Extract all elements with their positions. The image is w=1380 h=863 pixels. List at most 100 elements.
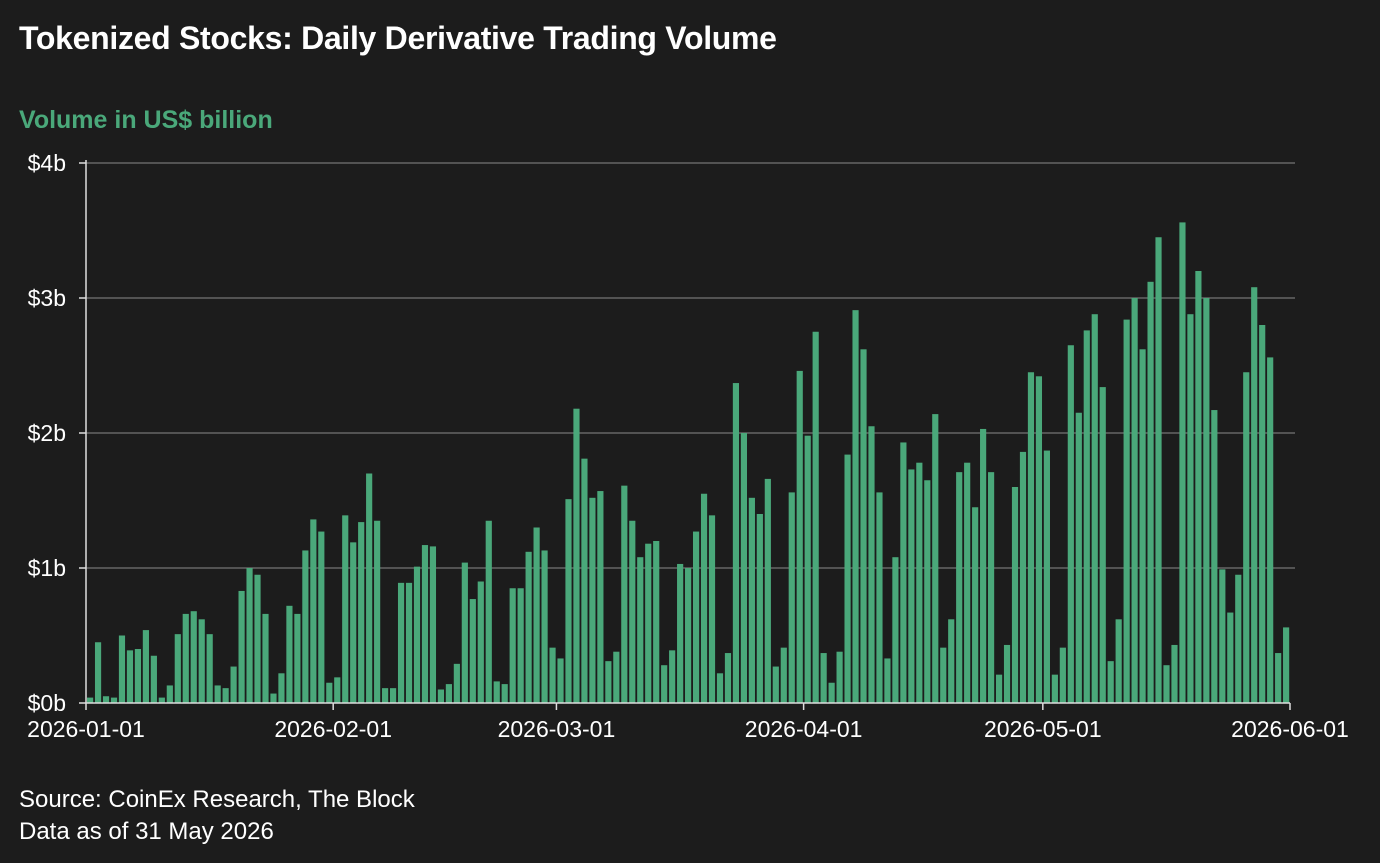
bar — [453, 663, 460, 703]
bar — [852, 310, 859, 703]
bar — [1283, 627, 1290, 703]
bar — [685, 568, 692, 703]
bar — [1003, 644, 1011, 703]
source-line: Source: CoinEx Research, The Block — [19, 786, 415, 813]
bar — [150, 655, 157, 703]
bar — [525, 551, 532, 703]
bar — [788, 492, 795, 703]
bar — [972, 507, 979, 703]
bar — [477, 581, 484, 703]
y-axis-label: Volume in US$ billion — [19, 106, 273, 134]
bar — [270, 693, 277, 703]
bar — [780, 647, 787, 703]
bar — [389, 688, 397, 703]
bar — [764, 478, 771, 703]
bar — [557, 658, 564, 703]
bar — [461, 562, 468, 703]
bar — [820, 653, 827, 703]
bar — [469, 599, 476, 703]
bar — [1275, 653, 1282, 703]
bar — [334, 677, 341, 703]
bar — [1067, 345, 1074, 703]
bar — [1227, 612, 1234, 703]
bar — [1043, 450, 1050, 703]
bar — [350, 542, 357, 703]
bar — [868, 426, 875, 703]
bar — [366, 473, 373, 703]
x-tick-label: 2026-03-01 — [498, 716, 616, 742]
bar — [238, 590, 245, 703]
bar — [405, 582, 413, 703]
bar — [804, 435, 811, 703]
x-tick-label: 2026-01-01 — [27, 716, 145, 742]
bar — [94, 642, 102, 703]
source-note: Source: CoinEx Research, The Block Data … — [19, 784, 415, 848]
bar — [342, 515, 349, 703]
bar — [1027, 372, 1035, 703]
bar — [166, 685, 173, 703]
bar — [653, 541, 660, 703]
bar — [1155, 237, 1162, 703]
bar — [142, 630, 149, 703]
bar — [812, 331, 819, 703]
bar — [326, 682, 333, 703]
bar — [988, 472, 995, 703]
bar — [445, 684, 452, 703]
bar — [796, 370, 803, 703]
y-tick-label: $3b — [28, 285, 66, 311]
bar — [1099, 387, 1106, 703]
bar — [828, 682, 835, 703]
bar — [1123, 319, 1130, 703]
bar — [374, 520, 381, 703]
bar — [222, 688, 229, 703]
bar — [501, 684, 508, 703]
bar — [1163, 665, 1170, 703]
bar — [669, 650, 676, 703]
bar — [948, 619, 955, 703]
bar — [573, 408, 580, 703]
data-date-line: Data as of 31 May 2026 — [19, 818, 274, 845]
bar — [278, 673, 285, 703]
bar — [964, 462, 971, 703]
bar — [1059, 647, 1066, 703]
x-tick-label: 2026-04-01 — [745, 716, 863, 742]
bar — [318, 531, 325, 703]
bar — [565, 499, 572, 703]
bar — [174, 634, 181, 703]
y-tick-label: $0b — [28, 690, 66, 716]
bar — [190, 611, 197, 703]
bar — [1147, 281, 1154, 703]
bar — [421, 545, 429, 703]
bar — [1219, 569, 1226, 703]
bar — [629, 520, 636, 703]
bar — [995, 674, 1003, 703]
bar — [397, 582, 405, 703]
bar — [1211, 410, 1218, 703]
bar — [700, 493, 708, 703]
bar — [1195, 271, 1202, 703]
bar — [493, 681, 500, 703]
x-tick-label: 2026-05-01 — [984, 716, 1102, 742]
bar — [254, 574, 261, 703]
bar — [517, 588, 524, 703]
bar — [158, 697, 165, 703]
bar — [1091, 314, 1098, 703]
bar — [1139, 349, 1146, 703]
bar — [748, 497, 755, 703]
bar — [605, 661, 612, 703]
bar — [621, 485, 628, 703]
bar — [1243, 372, 1250, 703]
bar — [198, 619, 205, 703]
bar — [286, 605, 293, 703]
bar — [1235, 574, 1242, 703]
bar — [1011, 487, 1019, 703]
bar — [581, 458, 588, 703]
bar — [900, 442, 907, 703]
bar — [924, 480, 931, 703]
bar — [740, 433, 747, 703]
bar — [358, 522, 365, 703]
bar — [1115, 619, 1122, 703]
bar — [485, 520, 492, 703]
bar — [1035, 376, 1043, 703]
chart-title: Tokenized Stocks: Daily Derivative Tradi… — [19, 20, 777, 56]
